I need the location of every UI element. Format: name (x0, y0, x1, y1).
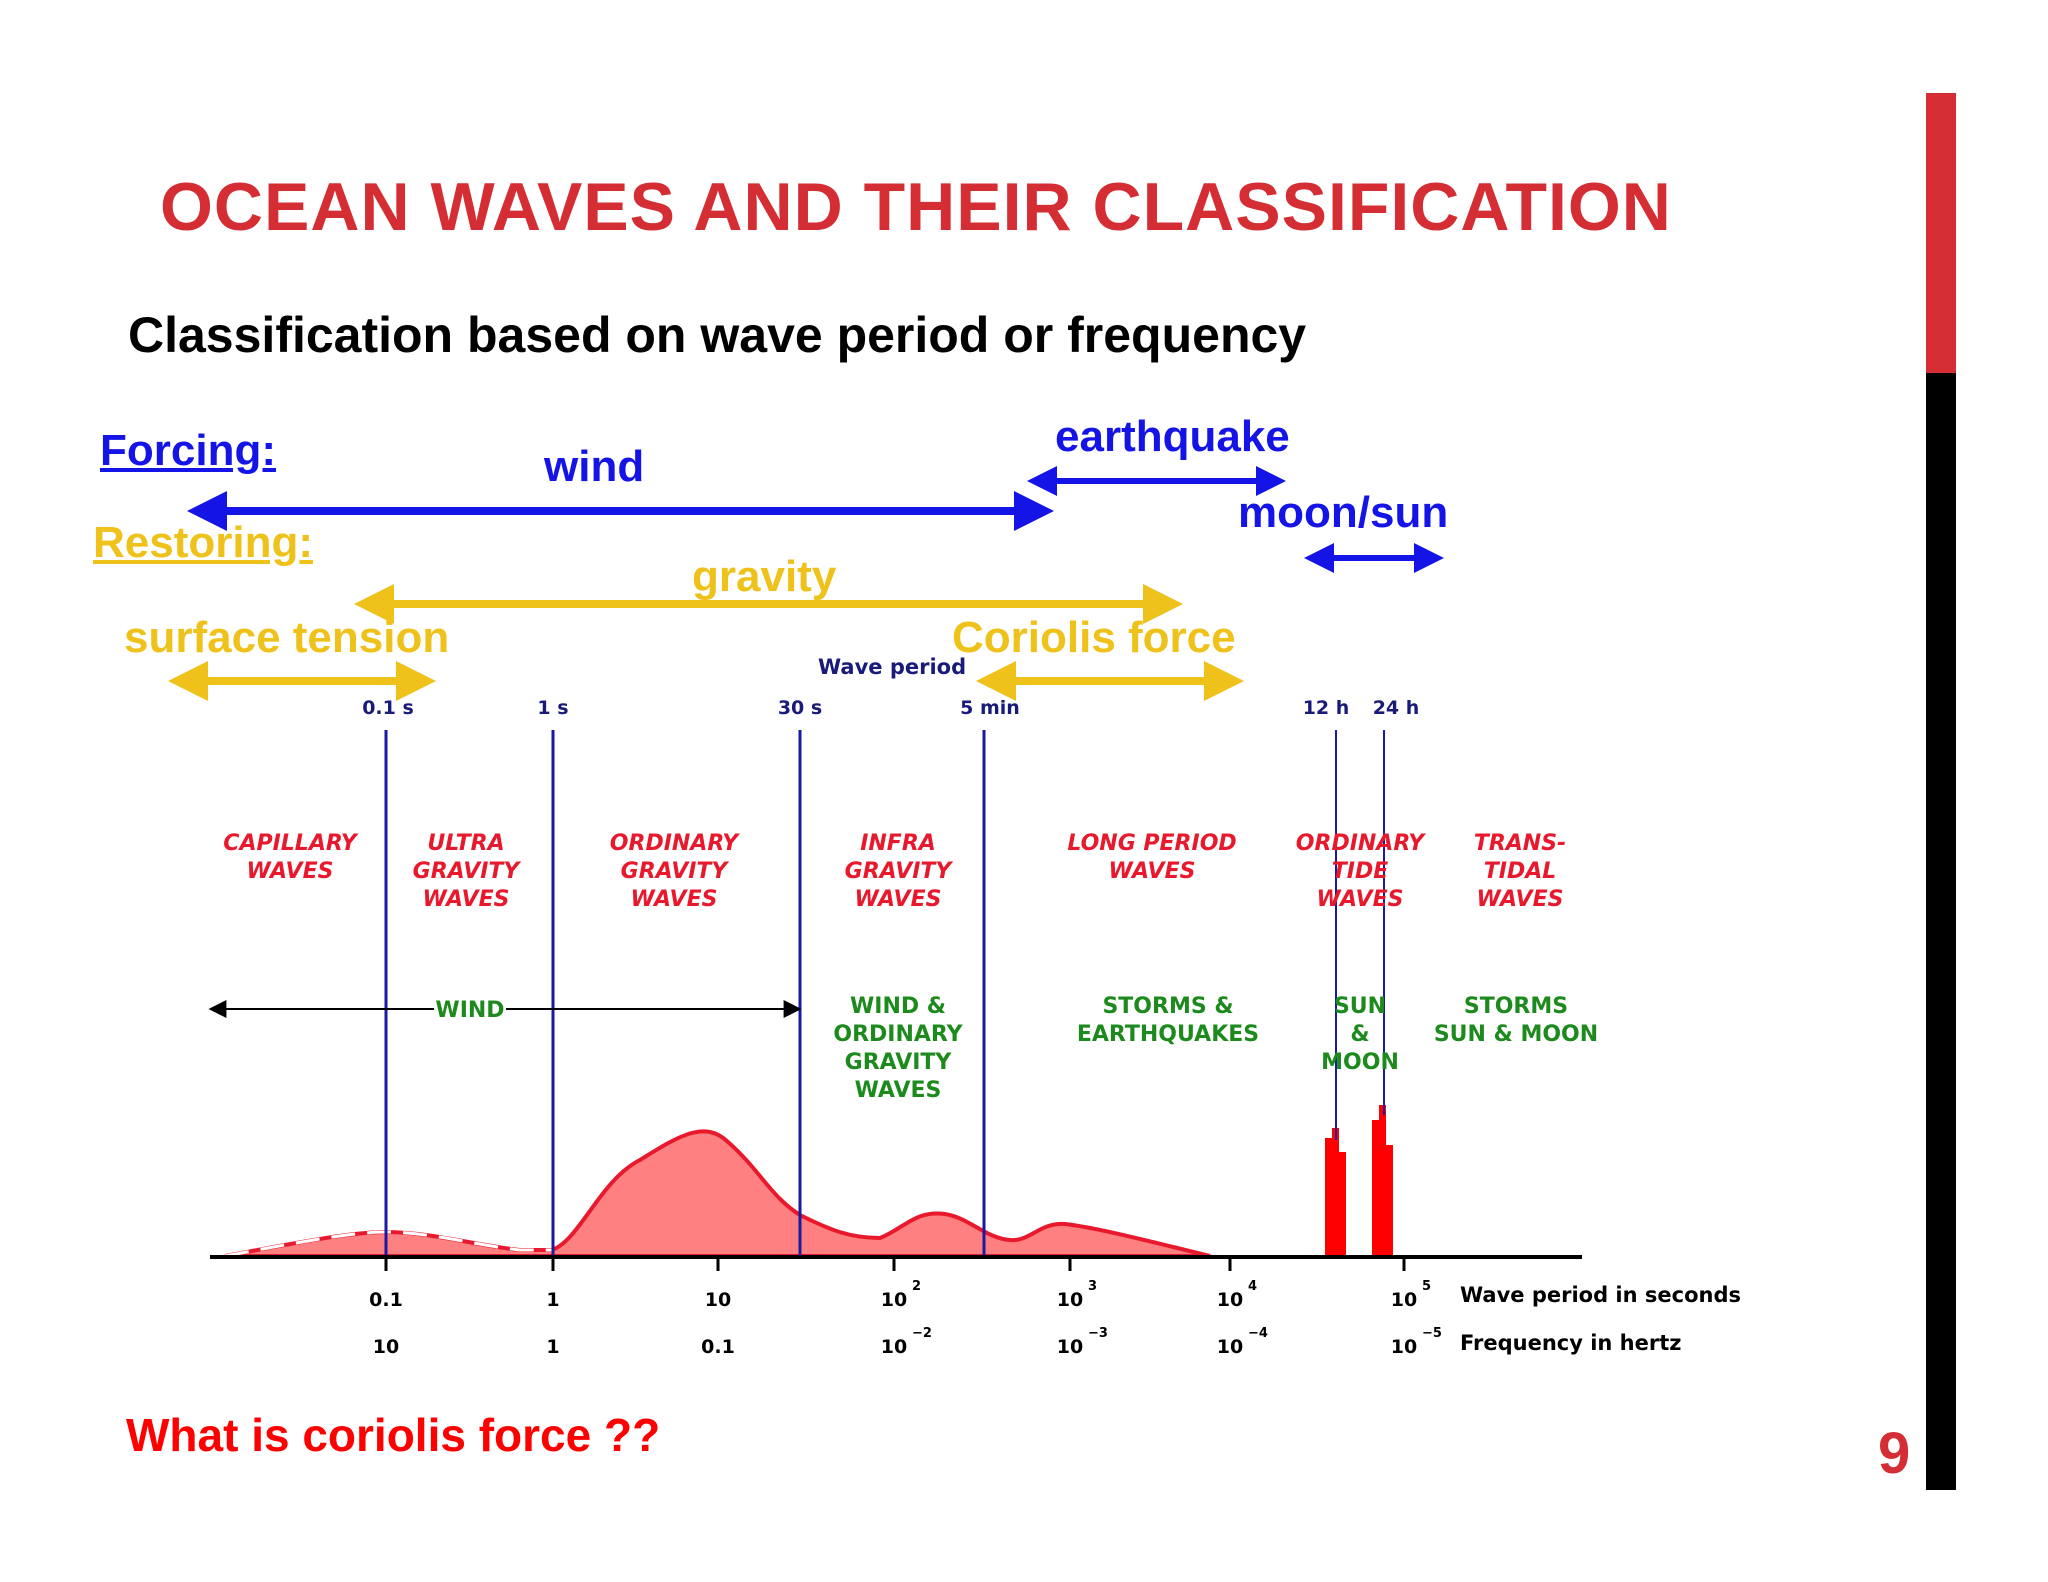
generator-label: EARTHQUAKES (1077, 1022, 1259, 1047)
tide-bar (1325, 1138, 1332, 1256)
top-tick-label: 12 h (1303, 697, 1350, 719)
frequency-tick-exponent: −5 (1422, 1326, 1442, 1341)
wave-type-label: GRAVITY (845, 859, 954, 884)
spectrum-fill (224, 1129, 1211, 1258)
forcing-heading: Forcing: (100, 426, 276, 475)
wave-type-label: GRAVITY (413, 859, 522, 884)
generator-label: SUN & MOON (1434, 1022, 1598, 1047)
wave-type-label: WAVES (247, 859, 334, 884)
wave-type-label: ORDINARY (610, 831, 740, 856)
period-tick-label: 10 (705, 1289, 731, 1311)
wave-type-label: WAVES (1317, 887, 1404, 912)
wave-type-label: ULTRA (427, 831, 504, 856)
wave-type-label: TRANS- (1474, 831, 1566, 856)
wave-type-label: WAVES (631, 887, 718, 912)
generator-label: MOON (1321, 1050, 1399, 1075)
generator-label: STORMS (1464, 994, 1568, 1019)
side-accent-black (1926, 373, 1956, 1490)
generator-label: WAVES (855, 1078, 942, 1103)
frequency-tick-label: 10 (1057, 1336, 1083, 1358)
period-tick-exponent: 2 (912, 1279, 921, 1294)
generator-label: WIND (435, 998, 504, 1023)
generator-label: STORMS & (1102, 994, 1233, 1019)
frequency-axis-label: Frequency in hertz (1460, 1331, 1682, 1355)
slide-title: OCEAN WAVES AND THEIR CLASSIFICATION (160, 169, 1672, 245)
frequency-tick-label: 10 (1391, 1336, 1417, 1358)
top-axis-title: Wave period (818, 655, 966, 679)
tide-bar (1386, 1145, 1393, 1256)
frequency-tick-label: 0.1 (701, 1336, 735, 1358)
wave-type-label: WAVES (1477, 887, 1564, 912)
tide-bar (1372, 1120, 1379, 1256)
period-axis-label: Wave period in seconds (1460, 1283, 1741, 1307)
period-tick-label: 1 (546, 1289, 559, 1311)
tide-bar (1379, 1105, 1386, 1256)
period-tick-label: 10 (1057, 1289, 1083, 1311)
frequency-tick-label: 1 (546, 1336, 559, 1358)
top-tick-label: 0.1 s (362, 697, 414, 719)
generator-label: GRAVITY (845, 1050, 953, 1075)
period-tick-label: 10 (1391, 1289, 1417, 1311)
forcing-moon-sun-label: moon/sun (1238, 488, 1449, 537)
period-tick-label: 10 (881, 1289, 907, 1311)
period-tick-label: 0.1 (369, 1289, 403, 1311)
wave-type-label: GRAVITY (621, 859, 730, 884)
tide-bars (1325, 1105, 1393, 1256)
top-tick-label: 24 h (1373, 697, 1420, 719)
top-tick-label: 30 s (778, 697, 822, 719)
wave-type-label: WAVES (1109, 859, 1196, 884)
period-tick-exponent: 5 (1422, 1279, 1431, 1294)
frequency-tick-label: 10 (373, 1336, 399, 1358)
wave-type-label: INFRA (860, 831, 936, 856)
forcing-wind-label: wind (544, 442, 645, 491)
wave-type-label: CAPILLARY (223, 831, 358, 856)
generator-label: WIND & (850, 994, 946, 1019)
wave-type-label: WAVES (423, 887, 510, 912)
wave-type-label: WAVES (855, 887, 942, 912)
period-tick-exponent: 3 (1088, 1279, 1097, 1294)
period-tick-label: 10 (1217, 1289, 1243, 1311)
slide-subtitle: Classification based on wave period or f… (128, 307, 1307, 363)
wind-label-background (434, 995, 506, 1023)
frequency-tick-exponent: −4 (1248, 1326, 1268, 1341)
frequency-tick-label: 10 (881, 1336, 907, 1358)
tide-bar (1339, 1152, 1346, 1256)
wave-type-label: TIDE (1332, 859, 1388, 884)
frequency-tick-exponent: −3 (1088, 1326, 1108, 1341)
forcing-earthquake-label: earthquake (1055, 412, 1290, 461)
page-number: 9 (1878, 1421, 1911, 1486)
top-tick-label: 5 min (960, 697, 1020, 719)
frequency-tick-label: 10 (1217, 1336, 1243, 1358)
coriolis-question: What is coriolis force ?? (126, 1409, 661, 1461)
wave-type-label: ORDINARY (1296, 831, 1426, 856)
generator-label: ORDINARY (833, 1022, 963, 1047)
top-tick-label: 1 s (537, 697, 568, 719)
tide-bar (1332, 1128, 1339, 1256)
side-accent-red (1926, 93, 1956, 373)
frequency-tick-exponent: −2 (912, 1326, 932, 1341)
wave-type-label: LONG PERIOD (1067, 831, 1236, 856)
period-tick-exponent: 4 (1248, 1279, 1257, 1294)
generator-label: SUN (1334, 994, 1386, 1019)
generator-label: & (1350, 1022, 1369, 1047)
wave-type-label: TIDAL (1484, 859, 1557, 884)
